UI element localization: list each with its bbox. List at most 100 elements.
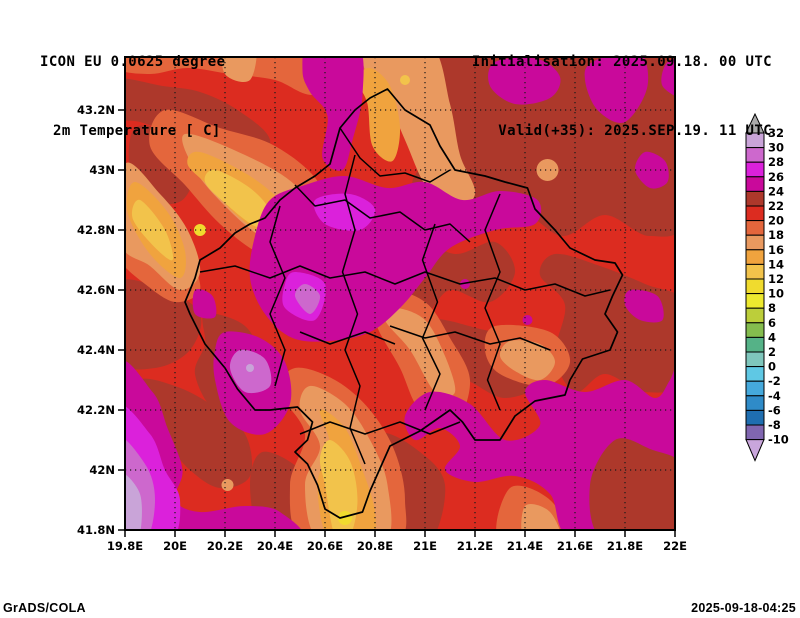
temp-region-12-14	[400, 75, 410, 85]
colorbar-segment	[745, 351, 765, 368]
temp-region-22-24	[539, 253, 675, 393]
field-title: 2m Temperature [ C]	[53, 123, 221, 139]
colorbar-label: 8	[768, 301, 776, 315]
colorbar-label: 10	[768, 287, 784, 301]
temp-region-24-26	[460, 279, 470, 289]
lon-tick-label: 20.8E	[357, 539, 393, 553]
lat-tick-label: 43N	[89, 163, 115, 177]
colorbar-label: -4	[768, 389, 781, 403]
lon-tick-label: 21.8E	[607, 539, 643, 553]
temp-region-12-14	[204, 169, 271, 228]
municipality-border	[294, 184, 471, 243]
colorbar-segment	[745, 205, 765, 222]
colorbar-label: 30	[768, 141, 784, 155]
colorbar-segment	[745, 278, 765, 295]
colorbar-segment	[745, 322, 765, 338]
colorbar-segment	[745, 380, 765, 397]
lon-tick-label: 20E	[163, 539, 187, 553]
colorbar-label: 14	[768, 257, 784, 271]
temp-region-22-24	[589, 438, 675, 530]
temp-region-30-32	[246, 364, 254, 372]
lat-tick-label: 43.2N	[77, 103, 115, 117]
lat-tick-label: 42.4N	[77, 343, 115, 357]
temp-region-12-14	[319, 439, 358, 530]
temp-region-24-26	[634, 151, 669, 189]
colorbar-label: 2	[768, 345, 776, 359]
temp-region-24-26	[488, 57, 561, 105]
temp-region-24-26	[584, 57, 649, 123]
map-canvas	[125, 57, 675, 530]
colorbar-label: 18	[768, 228, 784, 242]
temp-region-24-26	[192, 289, 217, 319]
municipality-border	[389, 325, 551, 351]
lat-tick-label: 42N	[89, 463, 115, 477]
colorbar-segment	[745, 336, 765, 353]
municipality-border	[199, 265, 611, 297]
lon-tick-label: 21.4E	[507, 539, 543, 553]
temp-region-30-32	[125, 474, 142, 530]
colorbar-label: -10	[768, 433, 789, 447]
colorbar-arrow-below	[745, 439, 765, 462]
map-frame	[124, 56, 676, 531]
colorbar-segment	[745, 307, 765, 324]
colorbar-label: -8	[768, 418, 781, 432]
lat-tick-label: 42.2N	[77, 403, 115, 417]
colorbar-label: 20	[768, 214, 784, 228]
temp-region-24-26	[624, 289, 664, 323]
colorbar-label: 4	[768, 330, 776, 344]
colorbar-label: -2	[768, 374, 781, 388]
valid-time-label: Valid(+35): 2025.SEP.19. 11 UTC	[498, 123, 772, 139]
municipality-border	[269, 205, 286, 387]
lon-tick-label: 20.2E	[207, 539, 243, 553]
lon-tick-label: 20.6E	[307, 539, 343, 553]
temp-region-24-26	[302, 57, 364, 171]
colorbar-label: 0	[768, 360, 776, 374]
municipality-border	[484, 193, 501, 411]
lat-tick-label: 42.6N	[77, 283, 115, 297]
plot-title-left: ICON EU 0.0625 degree 2m Temperature [ C…	[40, 5, 225, 166]
municipality-border	[341, 154, 366, 465]
lon-tick-label: 19.8E	[107, 539, 143, 553]
municipality-border	[299, 331, 396, 345]
lon-tick-label: 22E	[663, 539, 687, 553]
colorbar-label: 12	[768, 272, 784, 286]
lon-tick-label: 21.6E	[557, 539, 593, 553]
colorbar-segment	[745, 220, 765, 236]
lon-tick-label: 21.2E	[457, 539, 493, 553]
colorbar-label: 22	[768, 199, 784, 213]
colorbar-segment	[745, 234, 765, 251]
temp-region-16-18	[536, 159, 559, 181]
init-time-label: Initialisation: 2025.09.18. 00 UTC	[471, 54, 772, 70]
temp-region-12-14	[131, 199, 174, 261]
colorbar-segment	[745, 249, 765, 265]
colorbar-segment	[745, 409, 765, 426]
colorbar-label: 24	[768, 184, 784, 198]
lat-tick-label: 42.8N	[77, 223, 115, 237]
colorbar-segment	[745, 190, 765, 207]
colorbar-segment	[745, 366, 765, 382]
plot-title-right: Initialisation: 2025.09.18. 00 UTC Valid…	[472, 5, 772, 166]
country-border	[184, 88, 624, 519]
temp-region-22-24	[138, 378, 253, 489]
colorbar-segment	[745, 293, 765, 309]
temp-region-28-30	[294, 284, 321, 314]
colorbar-segment	[745, 395, 765, 411]
colorbar-label: 26	[768, 170, 784, 184]
temp-region-10-12	[338, 511, 352, 525]
colorbar-segment	[745, 263, 765, 280]
municipality-border	[421, 223, 441, 411]
temp-region-24-26	[522, 315, 533, 325]
creation-timestamp: 2025-09-18-04:25	[691, 601, 796, 615]
temp-region-16-18	[499, 340, 555, 381]
lat-tick-label: 41.8N	[77, 523, 115, 537]
colorbar-label: 32	[768, 126, 784, 140]
temp-region-16-18	[221, 479, 234, 491]
temp-region-16-18	[521, 503, 560, 530]
temp-region-24-26	[661, 58, 675, 96]
municipality-border	[299, 421, 461, 435]
temp-region-22-24	[125, 279, 202, 370]
lon-tick-label: 21E	[413, 539, 437, 553]
temp-region-16-18	[221, 57, 257, 83]
